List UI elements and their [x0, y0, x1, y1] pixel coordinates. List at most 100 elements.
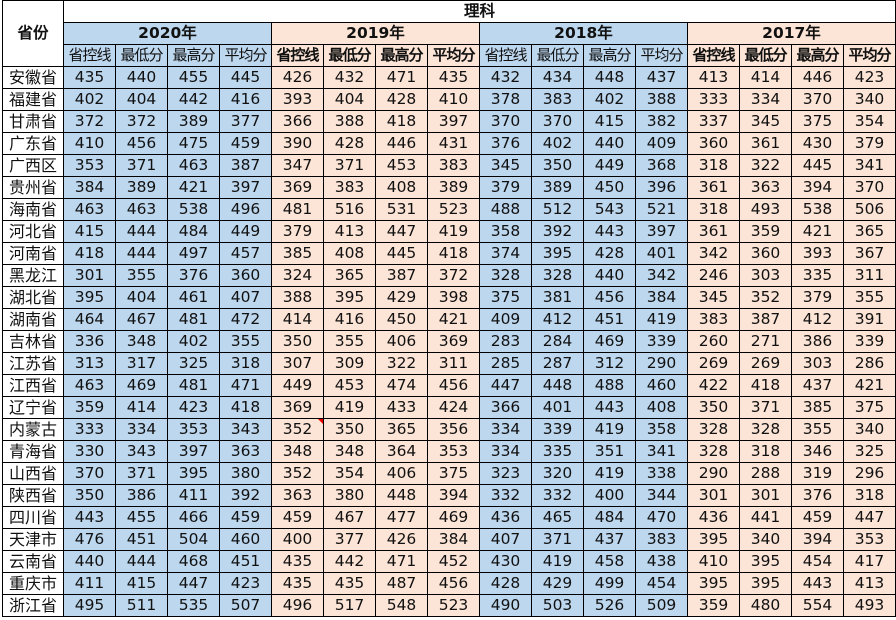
score-cell[interactable]: 353 — [167, 418, 220, 441]
score-cell[interactable]: 459 — [219, 506, 272, 529]
score-cell[interactable]: 444 — [115, 242, 168, 265]
score-cell[interactable]: 384 — [427, 528, 480, 551]
score-cell[interactable]: 396 — [635, 176, 688, 199]
score-cell[interactable]: 363 — [271, 484, 324, 507]
score-cell[interactable]: 415 — [583, 110, 636, 133]
score-cell[interactable]: 450 — [375, 308, 428, 331]
score-cell[interactable]: 431 — [427, 132, 480, 155]
score-cell[interactable]: 341 — [635, 440, 688, 463]
score-cell[interactable]: 463 — [167, 154, 220, 177]
score-cell[interactable]: 511 — [115, 594, 168, 617]
score-cell[interactable]: 443 — [583, 396, 636, 419]
score-cell[interactable]: 406 — [375, 462, 428, 485]
province-cell[interactable]: 福建省 — [2, 88, 64, 111]
score-cell[interactable]: 341 — [843, 154, 896, 177]
province-cell[interactable]: 广西区 — [2, 154, 64, 177]
province-cell[interactable]: 重庆市 — [2, 572, 64, 595]
score-cell[interactable]: 356 — [427, 418, 480, 441]
score-cell[interactable]: 383 — [323, 176, 376, 199]
score-cell[interactable]: 488 — [479, 198, 532, 221]
score-cell[interactable]: 352 — [739, 286, 792, 309]
score-cell[interactable]: 488 — [583, 374, 636, 397]
score-cell[interactable]: 442 — [167, 88, 220, 111]
score-cell[interactable]: 419 — [323, 396, 376, 419]
score-cell[interactable]: 269 — [739, 352, 792, 375]
score-cell[interactable]: 324 — [271, 264, 324, 287]
score-cell[interactable]: 375 — [479, 286, 532, 309]
score-cell[interactable]: 471 — [375, 66, 428, 89]
score-cell[interactable]: 359 — [739, 220, 792, 243]
score-cell[interactable]: 318 — [843, 484, 896, 507]
score-cell[interactable]: 410 — [687, 550, 740, 573]
score-cell[interactable]: 318 — [687, 198, 740, 221]
column-header[interactable]: 平均分 — [219, 44, 272, 67]
score-cell[interactable]: 348 — [271, 440, 324, 463]
score-cell[interactable]: 421 — [427, 308, 480, 331]
score-cell[interactable]: 477 — [375, 506, 428, 529]
score-cell[interactable]: 402 — [63, 88, 116, 111]
score-cell[interactable]: 471 — [219, 374, 272, 397]
score-cell[interactable]: 296 — [843, 462, 896, 485]
score-cell[interactable]: 334 — [115, 418, 168, 441]
province-cell[interactable]: 贵州省 — [2, 176, 64, 199]
province-header[interactable]: 省份 — [2, 0, 64, 67]
score-cell[interactable]: 504 — [167, 528, 220, 551]
score-cell[interactable]: 423 — [843, 66, 896, 89]
province-cell[interactable]: 湖北省 — [2, 286, 64, 309]
score-cell[interactable]: 333 — [63, 418, 116, 441]
score-cell[interactable]: 419 — [583, 418, 636, 441]
score-cell[interactable]: 370 — [479, 110, 532, 133]
category-header[interactable]: 理科 — [63, 0, 896, 23]
score-cell[interactable]: 337 — [687, 110, 740, 133]
score-cell[interactable]: 443 — [583, 220, 636, 243]
score-cell[interactable]: 287 — [531, 352, 584, 375]
score-cell[interactable]: 358 — [635, 418, 688, 441]
column-header[interactable]: 平均分 — [635, 44, 688, 67]
score-cell[interactable]: 355 — [115, 264, 168, 287]
score-cell[interactable]: 447 — [375, 220, 428, 243]
score-cell[interactable]: 285 — [479, 352, 532, 375]
score-cell[interactable]: 347 — [271, 154, 324, 177]
score-cell[interactable]: 503 — [531, 594, 584, 617]
score-cell[interactable]: 436 — [479, 506, 532, 529]
score-cell[interactable]: 283 — [479, 330, 532, 353]
score-cell[interactable]: 271 — [739, 330, 792, 353]
score-cell[interactable]: 543 — [583, 198, 636, 221]
score-cell[interactable]: 301 — [63, 264, 116, 287]
score-cell[interactable]: 394 — [791, 528, 844, 551]
score-cell[interactable]: 469 — [427, 506, 480, 529]
score-cell[interactable]: 345 — [739, 110, 792, 133]
score-cell[interactable]: 377 — [219, 110, 272, 133]
score-cell[interactable]: 435 — [427, 66, 480, 89]
score-cell[interactable]: 332 — [531, 484, 584, 507]
score-cell[interactable]: 448 — [583, 66, 636, 89]
score-cell[interactable]: 521 — [635, 198, 688, 221]
score-cell[interactable]: 474 — [375, 374, 428, 397]
score-cell[interactable]: 383 — [531, 88, 584, 111]
score-cell[interactable]: 480 — [739, 594, 792, 617]
province-cell[interactable]: 四川省 — [2, 506, 64, 529]
score-cell[interactable]: 445 — [791, 154, 844, 177]
score-cell[interactable]: 333 — [687, 88, 740, 111]
column-header[interactable]: 最高分 — [167, 44, 220, 67]
score-cell[interactable]: 343 — [115, 440, 168, 463]
score-cell[interactable]: 481 — [167, 308, 220, 331]
score-cell[interactable]: 311 — [843, 264, 896, 287]
score-cell[interactable]: 447 — [479, 374, 532, 397]
score-cell[interactable]: 328 — [531, 264, 584, 287]
score-cell[interactable]: 383 — [427, 154, 480, 177]
column-header[interactable]: 最高分 — [791, 44, 844, 67]
province-cell[interactable]: 浙江省 — [2, 594, 64, 617]
score-cell[interactable]: 448 — [531, 374, 584, 397]
score-cell[interactable]: 355 — [219, 330, 272, 353]
score-cell[interactable]: 330 — [63, 440, 116, 463]
score-cell[interactable]: 340 — [843, 88, 896, 111]
score-cell[interactable]: 402 — [583, 88, 636, 111]
score-cell[interactable]: 517 — [323, 594, 376, 617]
score-cell[interactable]: 320 — [531, 462, 584, 485]
score-cell[interactable]: 312 — [583, 352, 636, 375]
score-cell[interactable]: 350 — [687, 396, 740, 419]
score-cell[interactable]: 416 — [323, 308, 376, 331]
score-cell[interactable]: 444 — [115, 220, 168, 243]
score-cell[interactable]: 459 — [219, 132, 272, 155]
